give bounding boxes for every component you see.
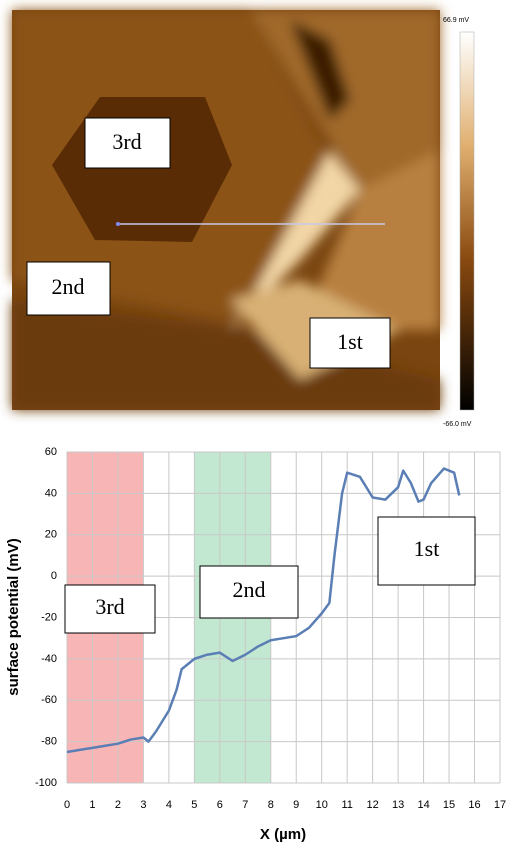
- figure: 66.9 mV -66.0 mV 3rd 2nd 1st surface pot…: [0, 0, 514, 848]
- y-tick-label: -100: [35, 777, 57, 789]
- page: 66.9 mV -66.0 mV 3rd 2nd 1st surface pot…: [0, 0, 514, 848]
- y-tick-label: -40: [41, 653, 57, 665]
- x-tick-label: 9: [293, 799, 299, 811]
- x-tick-label: 16: [468, 799, 480, 811]
- y-tick-label: 40: [45, 487, 57, 499]
- y-tick-label: 0: [51, 570, 57, 582]
- x-tick-label: 6: [217, 799, 223, 811]
- x-tick-label: 17: [494, 799, 506, 811]
- x-tick-label: 10: [316, 799, 328, 811]
- annotation: 2nd: [233, 577, 266, 602]
- x-tick-label: 8: [268, 799, 274, 811]
- colorbar-min: -66.0 mV: [443, 421, 472, 428]
- x-tick-label: 7: [242, 799, 248, 811]
- x-tick-label: 0: [64, 799, 70, 811]
- x-axis-label: X (µm): [260, 826, 306, 843]
- image-label: 1st: [337, 329, 363, 354]
- x-tick-label: 14: [417, 799, 429, 811]
- x-tick-label: 15: [443, 799, 455, 811]
- image-label: 2nd: [52, 274, 85, 299]
- afm-image: 66.9 mV -66.0 mV 3rd 2nd 1st: [12, 10, 474, 428]
- x-tick-label: 5: [191, 799, 197, 811]
- image-label: 3rd: [112, 129, 141, 154]
- y-tick-label: -20: [41, 611, 57, 623]
- x-tick-label: 2: [115, 799, 121, 811]
- x-tick-label: 11: [341, 799, 352, 811]
- annotation: 1st: [414, 536, 440, 561]
- y-tick-label: 60: [45, 446, 57, 458]
- y-tick-label: -60: [41, 694, 57, 706]
- x-tick-label: 1: [89, 799, 95, 811]
- x-tick-label: 13: [392, 799, 404, 811]
- x-tick-label: 4: [166, 799, 172, 811]
- colorbar-max: 66.9 mV: [443, 17, 469, 24]
- x-tick-label: 3: [140, 799, 146, 811]
- y-axis-label: surface potential (mV): [5, 538, 22, 696]
- y-tick-label: 20: [45, 529, 57, 541]
- y-tick-label: -80: [41, 736, 57, 748]
- x-tick-label: 12: [367, 799, 379, 811]
- annotation: 3rd: [95, 594, 124, 619]
